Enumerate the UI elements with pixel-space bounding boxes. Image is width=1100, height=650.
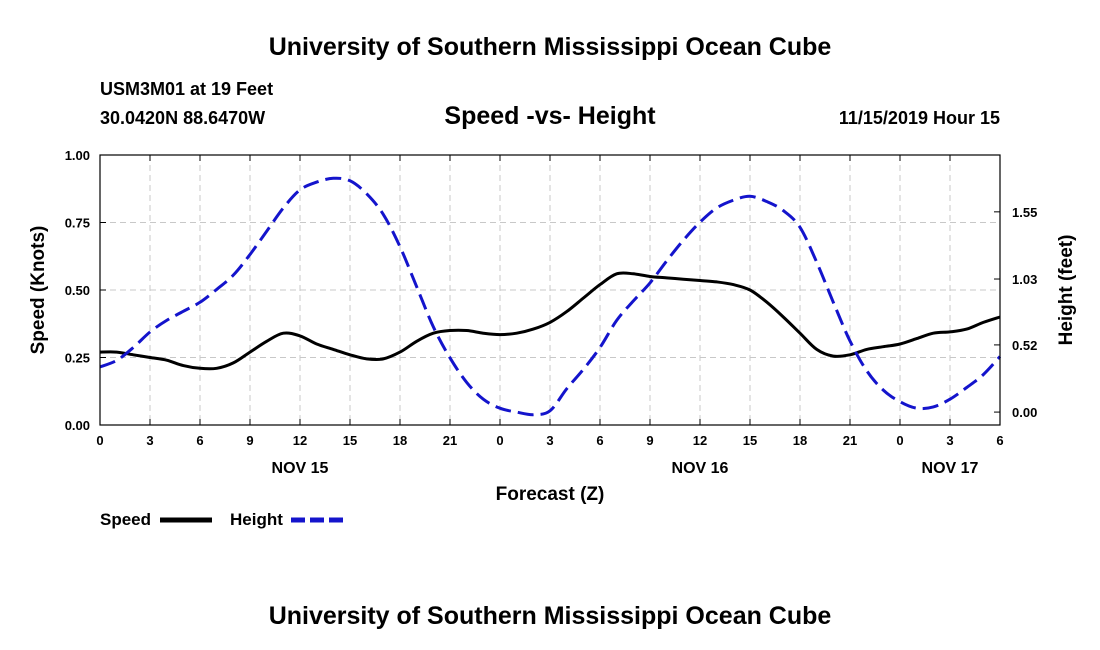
date-label: NOV 16 (672, 460, 729, 477)
station-label: USM3M01 at 19 Feet (100, 79, 273, 99)
date-label: NOV 15 (272, 460, 329, 477)
axis-ticks: 0 3 6 9 12 15 18 21 0 3 6 9 12 15 18 21 0 3 6 NOV 15 NOV 16 N… (65, 148, 1038, 477)
x-tick-label: 9 (646, 433, 653, 448)
speed-series-line (99, 271, 1001, 371)
y-tick-label: 1.00 (65, 148, 90, 163)
legend-height-label: Height (230, 510, 283, 529)
date-label: NOV 17 (922, 460, 979, 477)
y2-tick-label: 0.00 (1012, 405, 1037, 420)
y2-tick-label: 1.55 (1012, 205, 1037, 220)
x-tick-label: 21 (443, 433, 457, 448)
coordinates-label: 30.0420N 88.6470W (100, 108, 265, 128)
x-tick-label: 0 (496, 433, 503, 448)
y2-tick-label: 0.52 (1012, 338, 1037, 353)
x-tick-label: 0 (96, 433, 103, 448)
x-tick-label: 6 (596, 433, 603, 448)
y-tick-label: 0.50 (65, 283, 90, 298)
x-tick-label: 12 (693, 433, 707, 448)
chart-title: Speed -vs- Height (444, 102, 656, 130)
x-axis-label: Forecast (Z) (496, 484, 605, 505)
x-tick-label: 15 (743, 433, 757, 448)
x-tick-label: 12 (293, 433, 307, 448)
x-tick-label: 21 (843, 433, 857, 448)
footer-title: University of Southern Mississippi Ocean… (269, 602, 832, 630)
series-layer (99, 176, 1002, 417)
y-tick-label: 0.00 (65, 418, 90, 433)
x-tick-label: 18 (393, 433, 407, 448)
y-axis-label: Speed (Knots) (28, 226, 49, 355)
y-tick-label: 0.25 (65, 351, 90, 366)
legend-speed-label: Speed (100, 510, 151, 529)
x-tick-label: 18 (793, 433, 807, 448)
grid (100, 155, 1000, 425)
x-tick-label: 3 (146, 433, 153, 448)
date-label: 11/15/2019 Hour 15 (839, 108, 1000, 128)
x-tick-label: 15 (343, 433, 357, 448)
page-title: University of Southern Mississippi Ocean… (269, 33, 832, 61)
height-series-line (99, 176, 1002, 417)
y2-axis-label: Height (feet) (1056, 235, 1077, 346)
x-tick-label: 9 (246, 433, 253, 448)
x-tick-label: 0 (896, 433, 903, 448)
y-tick-label: 0.75 (65, 216, 90, 231)
x-tick-label: 3 (946, 433, 953, 448)
x-tick-label: 6 (196, 433, 203, 448)
legend: Speed Height (100, 510, 343, 529)
x-tick-label: 3 (546, 433, 553, 448)
y2-tick-label: 1.03 (1012, 272, 1037, 287)
x-tick-label: 6 (996, 433, 1003, 448)
